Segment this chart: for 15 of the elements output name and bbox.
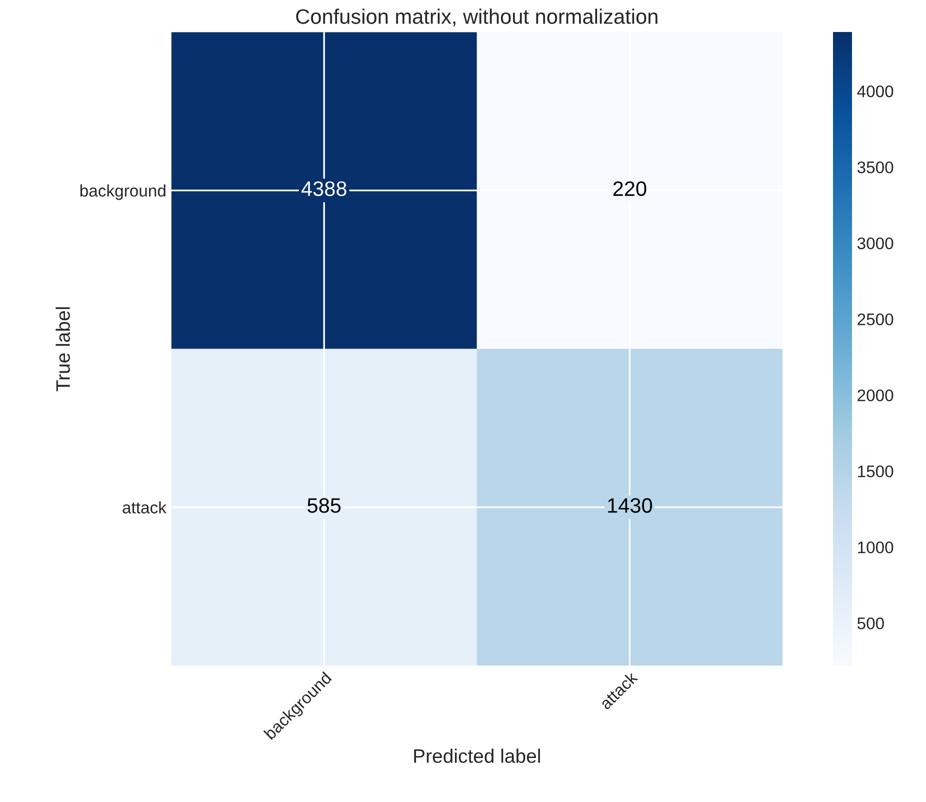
color-bar-label: 4000: [857, 85, 894, 98]
y-axis-title: True label: [56, 307, 70, 392]
data-label: 585: [308, 498, 341, 513]
color-bar-label: 2000: [858, 389, 894, 402]
color-bar-label: 2500: [858, 313, 894, 326]
x-axis-title: Predicted label: [414, 748, 540, 763]
chart-title: Confusion matrix, without normalization: [296, 8, 658, 26]
data-label: 220: [613, 181, 646, 196]
color-bar-label: 500: [857, 618, 884, 630]
data-label: 1430: [608, 498, 652, 513]
color-bar-label: 3000: [857, 237, 894, 250]
color-bar-label: 1500: [858, 465, 894, 478]
color-bar-label: 3500: [857, 161, 894, 174]
color-bar-label: 1000: [858, 541, 894, 554]
data-label: 4388: [301, 181, 346, 196]
